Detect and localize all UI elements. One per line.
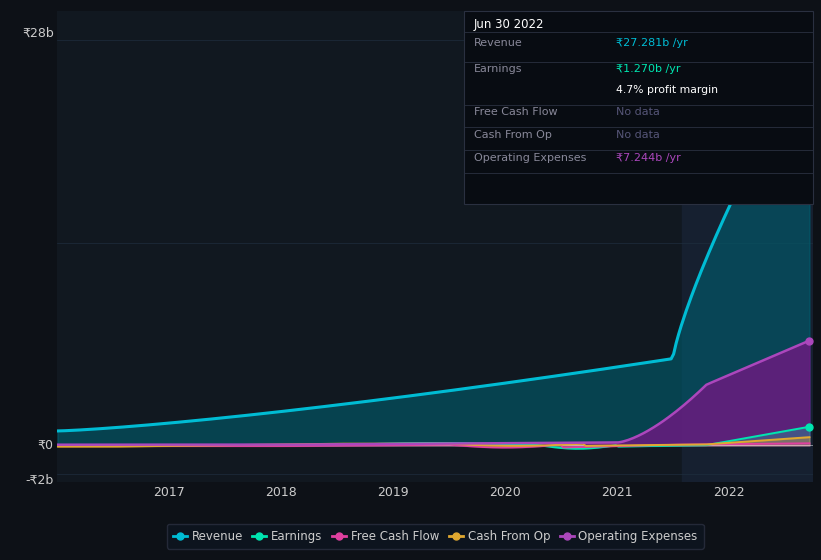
Text: Free Cash Flow: Free Cash Flow — [474, 108, 557, 118]
Text: Operating Expenses: Operating Expenses — [474, 153, 586, 163]
Text: No data: No data — [616, 130, 659, 140]
Text: ₹27.281b /yr: ₹27.281b /yr — [616, 38, 687, 48]
Text: Earnings: Earnings — [474, 64, 522, 74]
Text: ₹7.244b /yr: ₹7.244b /yr — [616, 153, 681, 163]
Text: -₹2b: -₹2b — [25, 474, 53, 487]
Text: ₹28b: ₹28b — [22, 27, 53, 40]
Text: ₹0: ₹0 — [38, 439, 53, 452]
Bar — [682, 11, 813, 482]
Text: No data: No data — [616, 108, 659, 118]
Text: Revenue: Revenue — [474, 38, 522, 48]
Text: Jun 30 2022: Jun 30 2022 — [474, 18, 544, 31]
Text: ₹1.270b /yr: ₹1.270b /yr — [616, 64, 681, 74]
Legend: Revenue, Earnings, Free Cash Flow, Cash From Op, Operating Expenses: Revenue, Earnings, Free Cash Flow, Cash … — [167, 524, 704, 549]
Text: Cash From Op: Cash From Op — [474, 130, 552, 140]
Text: 4.7% profit margin: 4.7% profit margin — [616, 85, 718, 95]
